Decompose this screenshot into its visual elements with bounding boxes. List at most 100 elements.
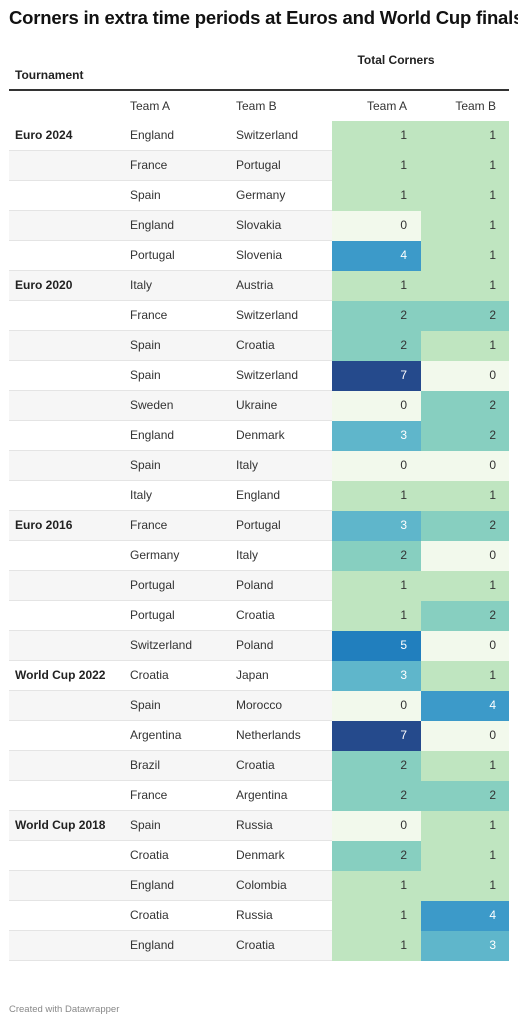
table-row: France Portugal 1 1 (9, 151, 509, 181)
table-row: Brazil Croatia 2 1 (9, 751, 509, 781)
team-b-cell: Switzerland (236, 308, 299, 322)
team-a-cell: Portugal (130, 578, 175, 592)
team-b-cell: Portugal (236, 518, 281, 532)
corners-team-a-cell: 1 (332, 571, 421, 601)
team-a-cell: France (130, 788, 168, 802)
team-a-cell: Italy (130, 278, 153, 292)
corners-team-b-cell: 0 (421, 721, 509, 751)
corners-team-b-cell: 0 (421, 361, 509, 391)
corners-team-a-cell: 1 (332, 931, 421, 961)
corners-team-a-cell: 2 (332, 841, 421, 871)
team-a-cell: England (130, 878, 175, 892)
team-b-cell: Croatia (236, 758, 275, 772)
corners-team-b-cell: 4 (421, 691, 509, 721)
table-row: Switzerland Poland 5 0 (9, 631, 509, 661)
team-b-cell: Croatia (236, 338, 275, 352)
table-row: Italy England 1 1 (9, 481, 509, 511)
team-b-cell: Portugal (236, 158, 281, 172)
corners-team-b-cell: 1 (421, 571, 509, 601)
team-a-cell: Sweden (130, 398, 174, 412)
table-body: Euro 2024 England Switzerland 1 1 France Portu… (9, 121, 509, 961)
corners-team-a-cell: 2 (332, 301, 421, 331)
tournament-cell: Euro 2020 (15, 278, 73, 292)
footer-credit: Created with Datawrapper (9, 1004, 120, 1015)
table-row: Spain Switzerland 7 0 (9, 361, 509, 391)
corners-team-a-cell: 1 (332, 151, 421, 181)
corners-team-b-cell: 1 (421, 151, 509, 181)
corners-team-a-cell: 2 (332, 541, 421, 571)
team-b-cell: Italy (236, 548, 259, 562)
team-a-cell: Italy (130, 488, 153, 502)
corners-team-b-cell: 1 (421, 661, 509, 691)
corners-team-b-cell: 1 (421, 481, 509, 511)
corners-team-a-cell: 1 (332, 871, 421, 901)
tournament-cell: Euro 2024 (15, 128, 73, 142)
corners-team-a-cell: 1 (332, 181, 421, 211)
corners-team-b-cell: 1 (421, 871, 509, 901)
corners-team-b-cell: 4 (421, 901, 509, 931)
corners-team-b-cell: 2 (421, 421, 509, 451)
table-row: Croatia Russia 1 4 (9, 901, 509, 931)
team-a-cell: Brazil (130, 758, 161, 772)
table-row: World Cup 2018 Spain Russia 0 1 (9, 811, 509, 841)
team-b-cell: Argentina (236, 788, 288, 802)
team-b-cell: Morocco (236, 698, 283, 712)
team-b-cell: Switzerland (236, 368, 299, 382)
corners-team-b-cell: 2 (421, 781, 509, 811)
corners-team-b-cell: 1 (421, 241, 509, 271)
table-row: Spain Italy 0 0 (9, 451, 509, 481)
corners-team-a-cell: 2 (332, 751, 421, 781)
team-a-cell: Croatia (130, 848, 169, 862)
table-row: England Colombia 1 1 (9, 871, 509, 901)
tournament-cell: World Cup 2018 (15, 818, 106, 832)
team-b-cell: Slovakia (236, 218, 282, 232)
team-b-cell: England (236, 488, 281, 502)
table-row: Spain Morocco 0 4 (9, 691, 509, 721)
corners-team-a-cell: 1 (332, 271, 421, 301)
team-a-cell: England (130, 938, 175, 952)
subheader-team-a: Team A (130, 99, 171, 113)
team-a-cell: Portugal (130, 608, 175, 622)
table-row: Euro 2020 Italy Austria 1 1 (9, 271, 509, 301)
team-a-cell: Croatia (130, 908, 169, 922)
table-row: Portugal Poland 1 1 (9, 571, 509, 601)
team-b-cell: Colombia (236, 878, 287, 892)
team-a-cell: England (130, 428, 175, 442)
table-row: Portugal Croatia 1 2 (9, 601, 509, 631)
team-b-cell: Poland (236, 638, 274, 652)
subheader-corners-team-a: Team A (366, 99, 407, 113)
team-a-cell: Spain (130, 818, 161, 832)
corners-team-a-cell: 0 (332, 391, 421, 421)
chart-title: Corners in extra time periods at Euros a… (9, 7, 518, 28)
corners-team-b-cell: 1 (421, 751, 509, 781)
corners-team-b-cell: 0 (421, 631, 509, 661)
corners-team-b-cell: 1 (421, 181, 509, 211)
corners-team-a-cell: 3 (332, 661, 421, 691)
team-b-cell: Denmark (236, 848, 285, 862)
corners-team-b-cell: 0 (421, 451, 509, 481)
corners-team-b-cell: 1 (421, 331, 509, 361)
team-b-cell: Croatia (236, 608, 275, 622)
corners-team-b-cell: 1 (421, 841, 509, 871)
team-a-cell: Croatia (130, 668, 169, 682)
team-b-cell: Russia (236, 818, 273, 832)
team-a-cell: Spain (130, 188, 161, 202)
corners-team-a-cell: 7 (332, 721, 421, 751)
team-b-cell: Switzerland (236, 128, 299, 142)
corners-team-a-cell: 2 (332, 331, 421, 361)
header-total-corners: Total Corners (357, 53, 435, 67)
team-a-cell: Spain (130, 698, 161, 712)
table-row: World Cup 2022 Croatia Japan 3 1 (9, 661, 509, 691)
table-row: Germany Italy 2 0 (9, 541, 509, 571)
corners-team-b-cell: 0 (421, 541, 509, 571)
team-b-cell: Germany (236, 188, 286, 202)
table-row: Croatia Denmark 2 1 (9, 841, 509, 871)
corners-team-b-cell: 2 (421, 391, 509, 421)
corners-team-a-cell: 0 (332, 451, 421, 481)
corners-team-a-cell: 4 (332, 241, 421, 271)
subheader-corners-team-b: Team B (455, 99, 496, 113)
header-tournament: Tournament (15, 68, 84, 82)
corners-team-b-cell: 2 (421, 601, 509, 631)
corners-team-a-cell: 7 (332, 361, 421, 391)
corners-team-a-cell: 0 (332, 691, 421, 721)
